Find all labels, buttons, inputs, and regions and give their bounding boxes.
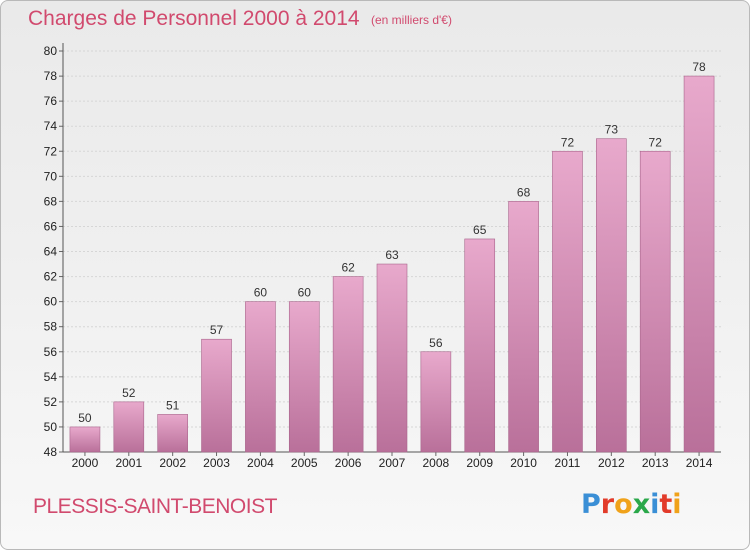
y-tick-label: 60	[44, 295, 58, 309]
y-tick-label: 50	[44, 420, 58, 434]
chart-subtitle: (en milliers d'€)	[371, 13, 452, 27]
logo-letter: o	[614, 489, 633, 520]
y-tick-label: 74	[44, 119, 58, 133]
x-tick-label-2002: 2002	[159, 456, 186, 470]
x-tick-label-2010: 2010	[510, 456, 537, 470]
x-tick-label-2000: 2000	[72, 456, 99, 470]
bar-2004	[245, 301, 276, 453]
chart-title: Charges de Personnel 2000 à 2014	[28, 7, 360, 30]
logo-letter: t	[659, 489, 673, 520]
logo-letter: i	[650, 489, 660, 520]
x-tick-label-2012: 2012	[598, 456, 625, 470]
logo-letter: r	[600, 489, 615, 520]
bar-2012	[596, 138, 627, 453]
x-tick-label-2013: 2013	[642, 456, 669, 470]
y-tick-label: 70	[44, 169, 58, 183]
bar-2006	[332, 276, 364, 453]
logo-letter: P	[581, 489, 601, 520]
value-label-2008: 56	[429, 336, 443, 350]
value-label-2014: 78	[692, 60, 706, 74]
value-label-2000: 50	[78, 411, 92, 425]
bar-2007	[376, 263, 408, 453]
bar-2002	[157, 414, 188, 453]
value-label-2013: 72	[649, 135, 663, 149]
y-tick-label: 56	[44, 345, 58, 359]
value-label-2006: 62	[341, 261, 355, 275]
value-label-2011: 72	[561, 135, 575, 149]
value-label-2007: 63	[385, 248, 399, 262]
value-label-2003: 57	[210, 323, 224, 337]
y-tick-label: 72	[44, 144, 58, 158]
x-tick-label-2011: 2011	[555, 456, 581, 470]
bar-2005	[288, 301, 320, 453]
y-tick-label: 66	[44, 219, 58, 233]
bar-2000	[69, 426, 101, 453]
y-tick-label: 64	[44, 245, 58, 259]
value-label-2002: 51	[166, 398, 180, 412]
commune-name: PLESSIS-SAINT-BENOIST	[33, 495, 277, 518]
x-tick-label-2007: 2007	[379, 456, 406, 470]
y-tick-label: 80	[44, 44, 58, 58]
y-tick-label: 62	[44, 270, 58, 284]
x-tick-label-2006: 2006	[335, 456, 362, 470]
bar-2003	[201, 338, 232, 453]
x-tick-label-2004: 2004	[247, 456, 274, 470]
value-label-2004: 60	[254, 286, 268, 300]
value-label-2005: 60	[298, 286, 312, 300]
bar-2001	[113, 401, 145, 453]
bar-2008	[420, 351, 452, 453]
y-tick-label: 76	[44, 94, 58, 108]
y-tick-label: 58	[44, 320, 58, 334]
value-label-2009: 65	[473, 223, 487, 237]
y-tick-label: 48	[44, 445, 58, 459]
y-tick-label: 52	[44, 395, 58, 409]
bars	[69, 75, 715, 453]
value-label-2001: 52	[122, 386, 136, 400]
logo-letter: x	[632, 489, 651, 520]
bar-2009	[464, 238, 496, 453]
value-label-2012: 73	[605, 123, 619, 137]
x-tick-label-2003: 2003	[203, 456, 230, 470]
y-tick-label: 54	[44, 370, 58, 384]
bar-2014	[683, 75, 715, 453]
value-label-2010: 68	[517, 185, 531, 199]
x-tick-label-2009: 2009	[466, 456, 493, 470]
bar-2011	[552, 150, 583, 453]
bar-2010	[508, 201, 539, 453]
x-tick-label-2014: 2014	[686, 456, 713, 470]
logo-letter: i	[672, 489, 682, 520]
x-tick-label-2001: 2001	[115, 456, 142, 470]
y-tick-label: 78	[44, 69, 58, 83]
x-tick-label-2008: 2008	[423, 456, 450, 470]
x-tick-label-2005: 2005	[291, 456, 318, 470]
y-tick-label: 68	[44, 194, 58, 208]
bar-2013	[639, 150, 671, 453]
labels: 48 50 52 54 56 58 60 62 64 66 68 70 72 74 76 78 80 50 2000…	[44, 44, 713, 470]
